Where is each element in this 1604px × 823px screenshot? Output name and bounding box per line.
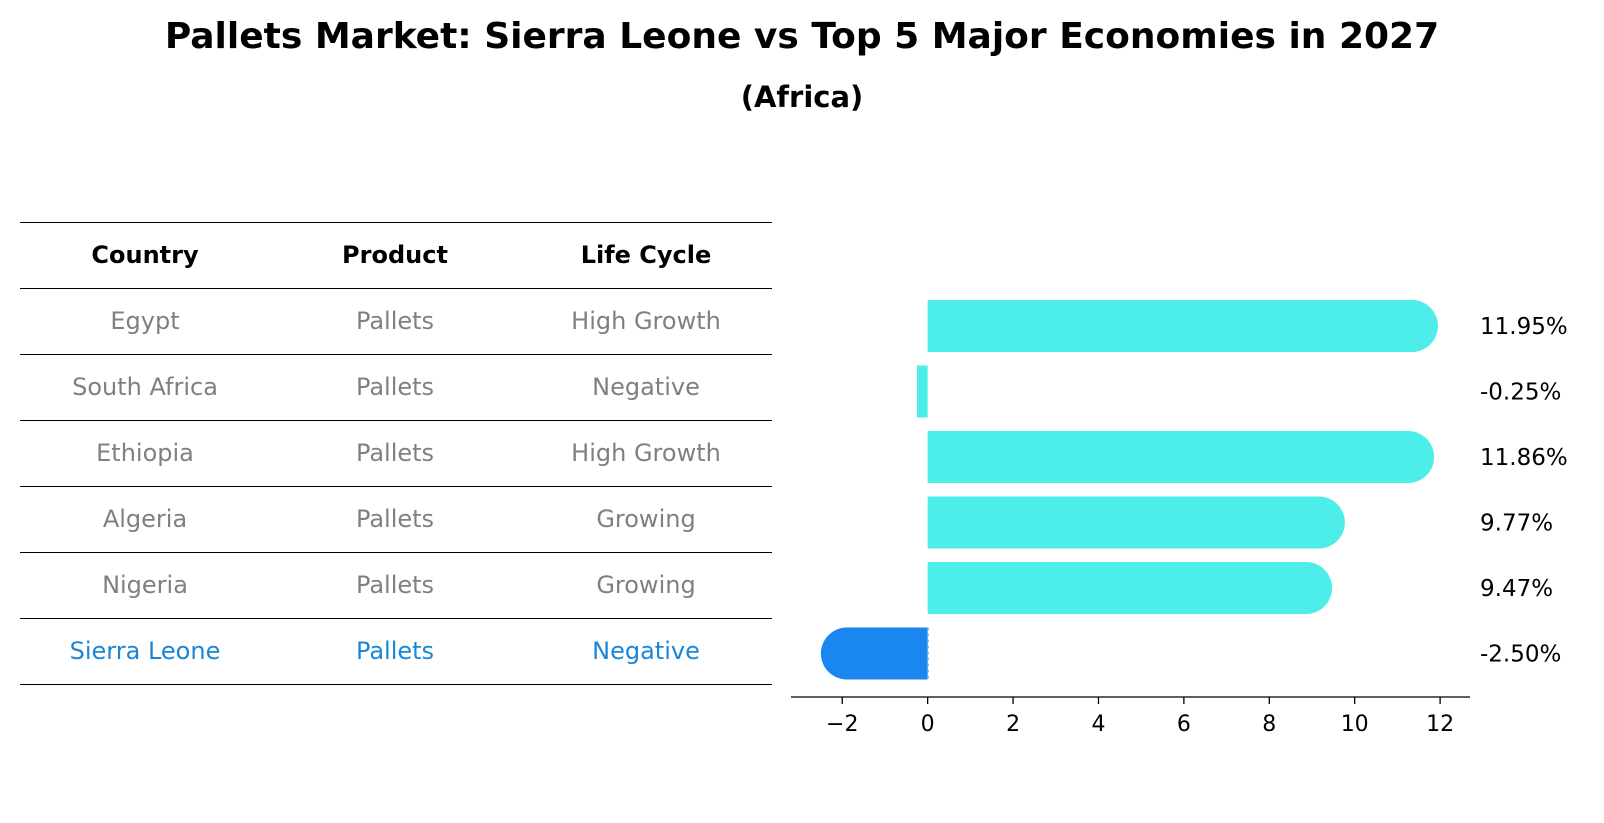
life-cycle-cell: Negative	[592, 637, 700, 665]
header-product: Product	[342, 241, 448, 269]
value-label: 9.77%	[1480, 511, 1553, 537]
bar	[916, 365, 928, 418]
x-tick-label: 2	[1006, 712, 1020, 737]
value-label: 9.47%	[1480, 576, 1553, 602]
product-cell: Pallets	[355, 373, 435, 401]
country-cell: Egypt	[110, 307, 180, 335]
bar	[927, 300, 1438, 352]
life-cycle-cell: Growing	[596, 505, 696, 533]
life-cycle-cell: High Growth	[571, 439, 721, 467]
product-cell: Pallets	[355, 439, 435, 467]
bar	[927, 562, 1333, 614]
x-tick-label: 4	[1091, 712, 1105, 737]
value-label: -2.50%	[1480, 642, 1561, 668]
x-tick-label: −2	[826, 712, 858, 737]
table-row: South Africa Pallets Negative	[20, 355, 772, 421]
chart-subtitle: (Africa)	[740, 80, 864, 114]
header-country: Country	[91, 241, 199, 269]
chart-title: Pallets Market: Sierra Leone vs Top 5 Ma…	[164, 16, 1440, 57]
product-cell: Pallets	[355, 637, 435, 665]
country-cell: Ethiopia	[96, 439, 194, 467]
header-life-cycle: Life Cycle	[580, 241, 712, 269]
country-cell: Nigeria	[102, 571, 188, 599]
value-label: -0.25%	[1480, 380, 1561, 406]
x-tick-label: 6	[1177, 712, 1191, 737]
table-header-row: Country Product Life Cycle	[20, 222, 772, 289]
table-row: Ethiopia Pallets High Growth	[20, 421, 772, 487]
product-cell: Pallets	[355, 505, 435, 533]
x-tick-label: 10	[1341, 712, 1369, 737]
life-cycle-cell: Growing	[596, 571, 696, 599]
life-cycle-cell: Negative	[592, 373, 700, 401]
table-row-highlight: Sierra Leone Pallets Negative	[20, 619, 772, 685]
data-table: Country Product Life Cycle Egypt Pallets…	[20, 222, 772, 685]
table-row: Nigeria Pallets Growing	[20, 553, 772, 619]
bar	[927, 496, 1345, 549]
product-cell: Pallets	[355, 571, 435, 599]
country-cell: Sierra Leone	[69, 637, 221, 665]
table-row: Egypt Pallets High Growth	[20, 289, 772, 355]
bar	[820, 627, 928, 680]
life-cycle-cell: High Growth	[571, 307, 721, 335]
country-cell: Algeria	[102, 505, 188, 533]
x-tick-label: 0	[921, 712, 935, 737]
bar	[927, 431, 1435, 483]
value-label: 11.95%	[1480, 314, 1568, 340]
value-label: 11.86%	[1480, 445, 1568, 471]
x-tick-label: 8	[1262, 712, 1276, 737]
table-row: Algeria Pallets Growing	[20, 487, 772, 553]
x-tick-label: 12	[1426, 712, 1454, 737]
product-cell: Pallets	[355, 307, 435, 335]
country-cell: South Africa	[72, 373, 218, 401]
